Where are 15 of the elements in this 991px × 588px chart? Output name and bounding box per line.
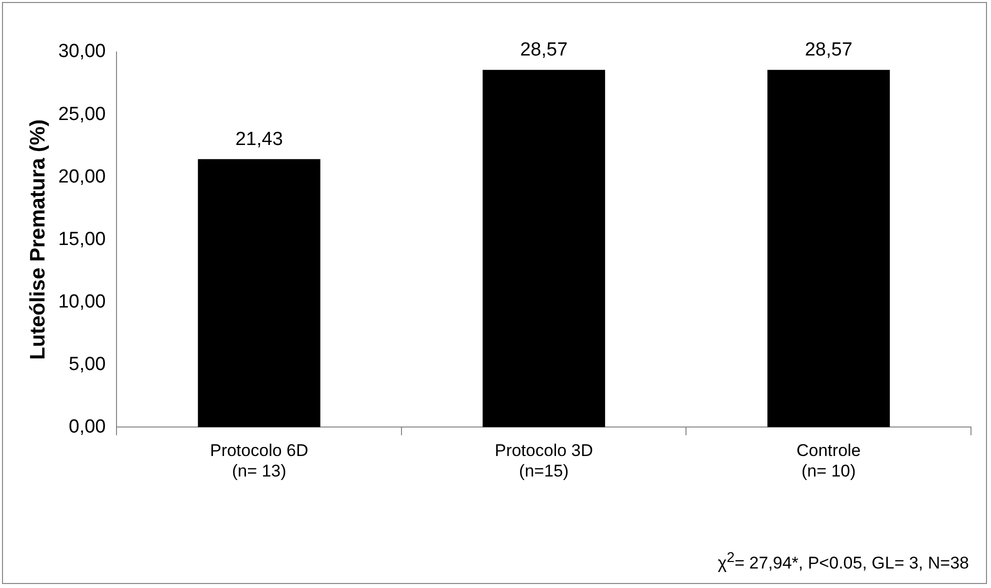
y-axis-title: Luteólise Prematura (%) (26, 119, 50, 360)
x-tick-label: Protocolo 3D (n=15) (494, 441, 594, 480)
data-label: 28,57 (520, 40, 568, 61)
text: χ$^{2}$= 27,94*, P<0.05, GL= 3, N=38 (718, 550, 969, 574)
x-tick-label: Protocolo 6D (n= 13) (210, 441, 308, 480)
y-tick-label: 25,00 (58, 104, 106, 125)
y-tick-label: 20,00 (58, 166, 106, 188)
x-tick-label: Controle (n= 10) (796, 441, 861, 480)
data-label: 21,43 (235, 128, 283, 150)
y-tick-label: 10,00 (58, 291, 106, 312)
y-tick-label: 5,00 (68, 354, 106, 375)
y-tick-label: 15,00 (58, 228, 106, 250)
y-tick-label: 0,00 (68, 416, 106, 438)
data-label: 28,57 (804, 40, 852, 61)
y-tick-label: 30,00 (58, 41, 106, 62)
